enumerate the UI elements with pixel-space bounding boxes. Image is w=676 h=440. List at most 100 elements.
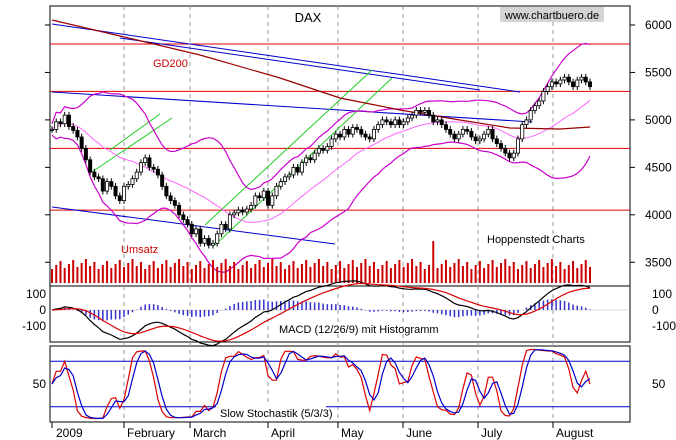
candle-body bbox=[105, 181, 110, 192]
candle-body bbox=[138, 162, 143, 173]
stoch-panel-frame bbox=[49, 345, 631, 423]
volume-bar bbox=[309, 267, 312, 283]
x-tick-label: July bbox=[481, 426, 502, 440]
volume-bar bbox=[470, 269, 473, 283]
candle-body bbox=[333, 133, 338, 140]
volume-bar bbox=[491, 260, 494, 283]
volume-bar bbox=[195, 265, 198, 283]
candle-body bbox=[321, 147, 326, 151]
candle-body bbox=[62, 114, 67, 125]
y-tick-label: 4500 bbox=[645, 160, 672, 174]
candle-body bbox=[494, 138, 499, 145]
candle-body bbox=[185, 219, 190, 225]
candle-body bbox=[583, 76, 588, 83]
candle-body bbox=[579, 76, 584, 81]
candle-body bbox=[520, 124, 525, 140]
candle-body bbox=[401, 121, 406, 126]
candle-body bbox=[384, 119, 389, 123]
volume-bar bbox=[466, 262, 469, 283]
candle-body bbox=[329, 138, 334, 147]
volume-bar bbox=[84, 259, 87, 283]
candle-body bbox=[71, 126, 76, 131]
volume-bar bbox=[203, 268, 206, 283]
candle-body bbox=[130, 178, 135, 185]
candle-body bbox=[143, 157, 148, 164]
candle-body bbox=[155, 168, 160, 176]
volume-bar bbox=[131, 259, 134, 283]
candle-body bbox=[571, 81, 576, 88]
volume-bar bbox=[559, 262, 562, 283]
candle-body bbox=[532, 105, 537, 111]
volume-bar bbox=[381, 265, 384, 283]
volume-bar bbox=[580, 264, 583, 283]
macd-tick-label-right: 0 bbox=[652, 303, 659, 317]
candle-body bbox=[503, 147, 508, 154]
volume-bar bbox=[211, 260, 214, 283]
volume-bar bbox=[250, 268, 253, 283]
candle-body bbox=[206, 238, 211, 246]
x-tick-label: August bbox=[556, 426, 594, 440]
volume-bar bbox=[423, 269, 426, 283]
x-tick-label: May bbox=[341, 426, 364, 440]
volume-bar bbox=[228, 266, 231, 283]
candle-body bbox=[380, 119, 385, 126]
candle-body bbox=[291, 166, 296, 176]
candle-body bbox=[477, 138, 482, 142]
volume-bar bbox=[300, 264, 303, 283]
candle-body bbox=[456, 133, 461, 140]
watermark-text: www.chartbuero.de bbox=[504, 10, 599, 22]
candle-body bbox=[287, 174, 292, 178]
volume-bar bbox=[428, 265, 431, 283]
macd-panel-frame bbox=[49, 285, 631, 343]
bollinger-upper-band bbox=[51, 42, 591, 191]
volume-bar bbox=[572, 261, 575, 283]
candle-body bbox=[50, 128, 55, 131]
volume-bar bbox=[529, 268, 532, 283]
candle-body bbox=[134, 171, 139, 180]
volume-bar bbox=[478, 261, 481, 283]
candle-body bbox=[109, 181, 114, 187]
volume-bar bbox=[152, 261, 155, 283]
volume-bar bbox=[123, 267, 126, 283]
candle-body bbox=[418, 110, 423, 113]
candle-body bbox=[122, 185, 127, 201]
trend-line-green bbox=[109, 113, 161, 151]
volume-bar bbox=[483, 268, 486, 283]
trend-line-green bbox=[214, 77, 393, 246]
volume-bar bbox=[51, 269, 53, 283]
candle-body bbox=[515, 138, 520, 154]
candle-body bbox=[342, 128, 347, 138]
volume-bar bbox=[500, 263, 503, 283]
x-tick-label: June bbox=[406, 426, 432, 440]
candle-body bbox=[215, 233, 220, 244]
volume-bar bbox=[271, 259, 274, 283]
volume-bar bbox=[512, 262, 515, 283]
candle-body bbox=[240, 209, 245, 213]
volume-bar bbox=[67, 264, 70, 283]
volume-bar bbox=[563, 269, 566, 283]
candle-body bbox=[443, 124, 448, 130]
volume-bar bbox=[330, 269, 333, 283]
candle-body bbox=[367, 136, 372, 140]
candle-body bbox=[83, 147, 88, 161]
chart-title: DAX bbox=[295, 10, 322, 25]
volume-bar bbox=[59, 261, 62, 283]
volume-bar bbox=[144, 269, 147, 283]
volume-bar bbox=[521, 265, 524, 283]
y-tick-label: 4000 bbox=[645, 208, 672, 222]
candle-body bbox=[227, 214, 232, 230]
candle-body bbox=[249, 204, 254, 210]
candle-body bbox=[113, 185, 118, 197]
volume-bar bbox=[279, 262, 282, 283]
candle-body bbox=[219, 223, 224, 235]
watermark-box bbox=[500, 7, 604, 22]
volume-bar bbox=[313, 263, 316, 283]
volume-bar bbox=[444, 260, 447, 283]
bollinger-lower-band bbox=[51, 134, 591, 273]
candle-body bbox=[405, 117, 410, 123]
volume-bar bbox=[178, 259, 181, 283]
candle-body bbox=[350, 127, 355, 135]
candle-body bbox=[469, 130, 474, 138]
volume-bar bbox=[356, 267, 359, 283]
